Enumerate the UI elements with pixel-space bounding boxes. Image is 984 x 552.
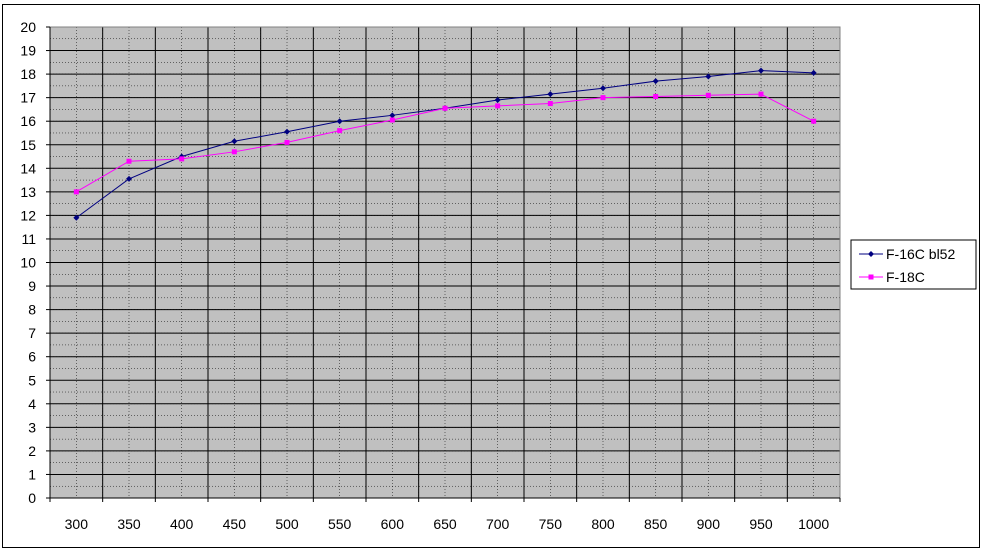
x-tick-label: 300 bbox=[65, 516, 89, 532]
data-point bbox=[337, 128, 343, 134]
x-tick-label: 1000 bbox=[798, 516, 829, 532]
series-2 bbox=[73, 91, 817, 195]
legend-label-f16: F-16C bl52 bbox=[886, 246, 955, 262]
data-point bbox=[336, 118, 343, 125]
y-tick-label: 3 bbox=[28, 419, 36, 435]
data-point bbox=[231, 149, 237, 155]
y-tick-label: 11 bbox=[21, 231, 36, 247]
y-tick-label: 5 bbox=[28, 372, 36, 388]
y-tick-label: 15 bbox=[20, 137, 36, 153]
data-point bbox=[231, 138, 238, 145]
x-tick-label: 950 bbox=[749, 516, 773, 532]
legend-box bbox=[850, 239, 977, 290]
data-point bbox=[758, 67, 764, 74]
x-tick-label: 350 bbox=[117, 516, 141, 532]
x-tick-label: 400 bbox=[170, 516, 194, 532]
series-layer bbox=[73, 67, 817, 221]
data-point bbox=[811, 118, 817, 124]
data-point bbox=[126, 175, 132, 182]
data-point bbox=[389, 117, 395, 123]
y-tick-label: 12 bbox=[20, 207, 36, 223]
data-point bbox=[600, 95, 606, 101]
y-tick-label: 9 bbox=[28, 278, 36, 294]
x-tick-label: 700 bbox=[486, 516, 510, 532]
data-point bbox=[442, 105, 448, 111]
y-tick-label: 18 bbox=[20, 66, 36, 82]
x-tick-label: 500 bbox=[275, 516, 299, 532]
y-tick-label: 14 bbox=[20, 160, 36, 176]
y-tick-label: 10 bbox=[20, 255, 36, 271]
data-point bbox=[547, 101, 553, 107]
y-tick-label: 19 bbox=[20, 43, 36, 59]
x-tick-label: 450 bbox=[223, 516, 247, 532]
data-point bbox=[284, 139, 290, 145]
y-tick-label: 8 bbox=[28, 302, 36, 318]
data-point bbox=[547, 91, 554, 98]
axes bbox=[46, 26, 841, 502]
x-tick-label: 750 bbox=[539, 516, 563, 532]
y-tick-label: 0 bbox=[28, 490, 36, 506]
data-point bbox=[810, 69, 817, 76]
legend-swatch-marker-f18 bbox=[868, 274, 874, 280]
y-tick-label: 6 bbox=[28, 349, 36, 365]
data-point bbox=[73, 189, 79, 195]
legend: F-16C bl52 F-18C bbox=[850, 239, 977, 290]
data-point bbox=[73, 214, 80, 221]
data-point bbox=[652, 78, 659, 85]
y-tick-label: 16 bbox=[20, 113, 36, 129]
x-tick-label: 650 bbox=[433, 516, 457, 532]
data-point bbox=[494, 97, 501, 104]
y-tick-label: 1 bbox=[28, 466, 36, 482]
data-point bbox=[179, 156, 185, 162]
legend-swatch-marker-f16 bbox=[868, 251, 874, 257]
major-gridlines bbox=[49, 26, 841, 499]
x-tick-label: 800 bbox=[591, 516, 615, 532]
y-tick-label: 13 bbox=[20, 184, 36, 200]
data-point bbox=[705, 92, 711, 98]
data-point bbox=[126, 158, 132, 164]
x-axis-tick-labels: 300 350 400 450 500 550 600 650 700 750 800 850 900 9… bbox=[65, 516, 830, 532]
x-tick-label: 850 bbox=[644, 516, 668, 532]
data-point bbox=[653, 93, 659, 99]
data-point bbox=[758, 91, 764, 97]
y-tick-label: 7 bbox=[28, 325, 36, 341]
data-point bbox=[705, 73, 712, 80]
y-tick-label: 2 bbox=[28, 443, 36, 459]
legend-label-f18: F-18C bbox=[886, 269, 925, 285]
data-point bbox=[600, 85, 606, 92]
x-tick-label: 900 bbox=[697, 516, 721, 532]
y-tick-label: 4 bbox=[28, 396, 36, 412]
x-tick-label: 600 bbox=[381, 516, 405, 532]
data-point bbox=[495, 103, 501, 109]
y-tick-label: 20 bbox=[20, 19, 36, 35]
data-point bbox=[389, 112, 396, 119]
data-point bbox=[284, 128, 290, 135]
y-tick-label: 17 bbox=[20, 90, 36, 106]
x-tick-label: 550 bbox=[328, 516, 352, 532]
